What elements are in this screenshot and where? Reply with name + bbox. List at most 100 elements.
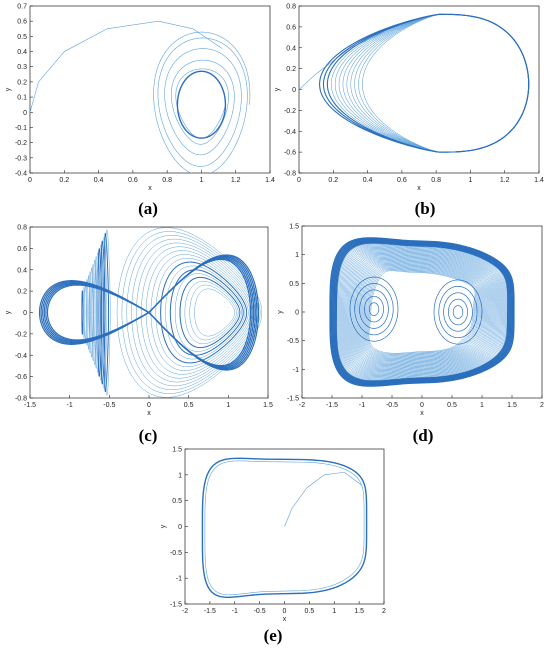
x-tick-label: 0.5: [184, 402, 194, 409]
orbit-loop: [333, 240, 511, 384]
caption-a: (a): [138, 199, 158, 218]
inner-loop: [452, 305, 464, 319]
orbit-loop: [169, 269, 244, 356]
y-tick-label: -0.3: [15, 155, 27, 162]
chart-panel-a: 0 0.2 0.4 0.6 0.8 1 1.2 1.4 -0.4 -0.3 -0.2 -0.1 0 0.1…: [0, 0, 285, 222]
y-tick-label: -0.6: [15, 374, 27, 381]
x-tick-label: 0: [283, 608, 287, 615]
x-tick-label: 1: [480, 402, 484, 409]
x-tick-label: 0.6: [397, 177, 407, 184]
x-axis-label: x: [148, 185, 152, 192]
orbit-loop: [355, 258, 489, 366]
inner-loop: [438, 285, 478, 339]
y-tick-label: 0.3: [17, 64, 27, 71]
x-axis-label: x: [147, 410, 151, 417]
orbit-loop: [83, 286, 86, 339]
y-tick-label: -1.5: [170, 602, 182, 609]
y-tick-label: -0.8: [15, 396, 27, 403]
x-tick-label: -1: [359, 402, 365, 409]
orbit-loop: [341, 246, 503, 378]
x-axis-label: x: [420, 410, 424, 417]
inner-loop: [349, 276, 399, 342]
x-tick-label: 1.5: [354, 608, 364, 615]
orbit-loop: [331, 238, 513, 386]
outer-envelope: [46, 258, 252, 367]
orbit-loop: [136, 242, 256, 383]
orbit-loop: [131, 238, 258, 387]
x-tick-label: -1.5: [204, 608, 216, 615]
x-tick-label: 0.5: [305, 608, 315, 615]
chart-e: -2 -1.5 -1 -0.5 0 0.5 1 1.5 2-1.5-1-0.500.511.5x…: [160, 447, 386, 624]
x-tick-label: 0.8: [431, 177, 441, 184]
orbit-loop: [363, 266, 481, 358]
y-tick-label: 0.2: [17, 79, 27, 86]
chart-panel-c: -1.5 -1 -0.5 0 0.5 1 1.5 -0.8 -0.6 -0.4 -0.2 0 0.2 0.…: [0, 218, 285, 448]
y-tick-label: -0.5: [287, 338, 299, 345]
limit-cycle: [201, 457, 368, 598]
orbit-loop: [174, 273, 242, 352]
orbit-loop: [366, 268, 478, 356]
x-tick-label: 0.6: [128, 177, 138, 184]
limit-cycle: [204, 460, 365, 596]
y-tick-label: 0.4: [286, 45, 296, 52]
x-tick-label: -0.5: [103, 402, 115, 409]
x-tick-label: -1: [232, 608, 238, 615]
orbit-loop: [84, 282, 87, 343]
trajectory: [153, 31, 251, 173]
y-axis-label: y: [160, 524, 167, 528]
orbit-loop: [342, 247, 502, 377]
chart-d: -2 -1.5 -1 -0.5 0 0.5 1 1.5 2-1.5-1-0.500.511.5x…: [277, 224, 544, 418]
orbit-loop: [357, 260, 487, 364]
x-tick-label: 1.5: [263, 402, 273, 409]
orbit-loop: [329, 237, 515, 387]
x-tick-label: -0.5: [386, 402, 398, 409]
x-tick-label: -1.5: [24, 402, 36, 409]
caption-b: (b): [414, 199, 436, 218]
y-tick-label: -0.2: [15, 331, 27, 338]
x-tick-label: -1.5: [326, 402, 338, 409]
y-tick-label: -0.4: [15, 353, 27, 360]
orbit-loop: [347, 251, 497, 373]
y-tick-label: 0.5: [289, 281, 299, 288]
orbit-loop: [334, 241, 510, 383]
y-tick-label: 0.6: [17, 19, 27, 26]
inner-loop: [443, 292, 473, 332]
inner-loop: [354, 283, 394, 336]
y-tick-label: -0.4: [15, 171, 27, 178]
inner-loop: [359, 289, 389, 329]
orbit-loop: [335, 242, 509, 382]
axes-box: [29, 5, 271, 174]
orbit-loop: [362, 264, 482, 360]
y-tick-label: -0.1: [15, 125, 27, 132]
orbit-loop: [126, 235, 259, 390]
y-tick-label: 0.8: [286, 4, 296, 11]
y-tick-label: 0: [23, 110, 27, 117]
orbit-loop: [345, 250, 499, 374]
orbit-loop: [358, 261, 486, 363]
x-tick-label: 2: [382, 608, 386, 615]
orbit-loop: [346, 251, 498, 373]
y-tick-label: 0.6: [17, 246, 27, 253]
caption-c: (c): [138, 426, 158, 445]
chart-panel-e: -2 -1.5 -1 -0.5 0 0.5 1 1.5 2 -1.5 -1 -0.5 0 0.5 1 1.5 x…: [160, 440, 400, 653]
x-tick-label: 2: [540, 402, 544, 409]
orbit-loop: [359, 262, 485, 362]
x-tick-label: 0: [420, 402, 424, 409]
x-tick-label: 1: [332, 608, 336, 615]
orbit-loop: [364, 267, 480, 357]
orbit-loop: [179, 276, 241, 349]
orbit-loop: [100, 240, 106, 385]
x-tick-label: 1.2: [500, 177, 510, 184]
x-tick-label: -1: [67, 402, 73, 409]
chart-panel-b: 0 0.2 0.4 0.6 0.8 1 1.2 1.4 -0.8 -0.6 -0.4 -0.2 0 0.2…: [274, 0, 550, 222]
inner-loop: [448, 298, 468, 326]
orbit-loop: [348, 252, 496, 372]
orbit-loop: [150, 254, 251, 371]
orbit-loop: [350, 254, 494, 370]
x-tick-label: 1.4: [534, 177, 544, 184]
y-tick-label: 1.5: [289, 224, 299, 231]
orbit-loop: [194, 288, 236, 337]
y-axis-label: y: [5, 310, 12, 314]
orbit-loop: [365, 267, 479, 357]
orbit-loop: [368, 270, 476, 354]
